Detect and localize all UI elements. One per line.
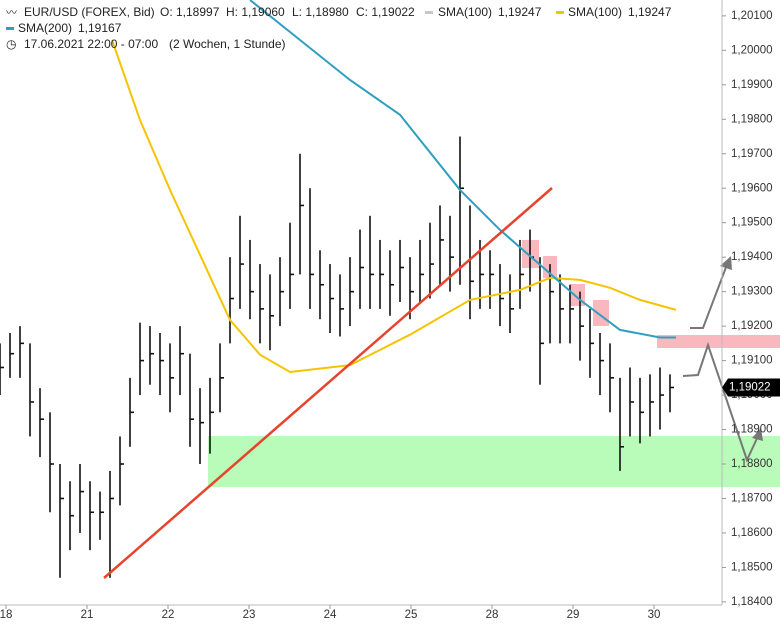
x-tick-label: 24 bbox=[324, 609, 337, 621]
x-tick-label: 28 bbox=[486, 609, 499, 621]
y-tick-label: 1,19400 bbox=[731, 251, 773, 263]
sma-line bbox=[111, 39, 677, 374]
scenario-arrow bbox=[690, 261, 729, 329]
legend-value: 1,19167 bbox=[78, 21, 122, 35]
scenario-arrow bbox=[682, 341, 760, 463]
resistance-zone bbox=[657, 335, 780, 348]
x-tick-label: 22 bbox=[162, 609, 175, 621]
indicator-value: 1,19247 bbox=[498, 5, 542, 19]
support-zone bbox=[208, 436, 780, 487]
x-tick-label: 18 bbox=[0, 609, 12, 621]
y-tick-label: 1,18800 bbox=[731, 458, 773, 470]
price-tag bbox=[722, 378, 780, 397]
header: 〰 EUR/USD (FOREX, Bid) O: 1,18997 H: 1,1… bbox=[6, 5, 542, 51]
plot-area bbox=[0, 0, 677, 578]
y-tick-label: 1,18600 bbox=[731, 527, 773, 539]
y-tick-label: 1,18400 bbox=[731, 596, 773, 608]
x-tick-label: 25 bbox=[405, 609, 418, 621]
y-tick-label: 1,19700 bbox=[731, 148, 773, 160]
ohlc-label: L: 1,18980 bbox=[292, 5, 349, 19]
chart-title: EUR/USD (FOREX, Bid) bbox=[24, 5, 155, 19]
subtitle: 17.06.2021 22:00 - 07:00 bbox=[24, 37, 158, 51]
legend-name: SMA(100) bbox=[568, 5, 622, 19]
x-tick-label: 23 bbox=[243, 609, 256, 621]
y-tick-label: 1,19900 bbox=[731, 79, 773, 91]
ohlc-label: O: 1,18997 bbox=[160, 5, 220, 19]
legend-swatch bbox=[425, 11, 433, 14]
y-tick-label: 1,18900 bbox=[731, 424, 773, 436]
trend-line bbox=[103, 187, 553, 579]
clock-icon: ◷ bbox=[6, 37, 16, 51]
chart-icon: 〰 bbox=[6, 7, 17, 19]
arrow-head bbox=[720, 256, 732, 270]
ohlc-label: C: 1,19022 bbox=[356, 5, 415, 19]
legend-swatch bbox=[556, 11, 564, 14]
y-tick-label: 1,20100 bbox=[731, 10, 773, 22]
y-tick-label: 1,20000 bbox=[731, 44, 773, 56]
y-tick-label: 1,19500 bbox=[731, 217, 773, 229]
indicator-name: SMA(100) bbox=[438, 5, 492, 19]
x-tick-label: 30 bbox=[648, 609, 661, 621]
y-tick-label: 1,19200 bbox=[731, 320, 773, 332]
x-tick-label: 21 bbox=[81, 609, 94, 621]
legend-swatch bbox=[6, 27, 14, 30]
sma-line bbox=[249, 0, 676, 339]
resistance-box bbox=[593, 300, 609, 326]
y-tick-label: 1,18500 bbox=[731, 561, 773, 573]
y-tick-label: 1,19300 bbox=[731, 286, 773, 298]
legend-name: SMA(200) bbox=[18, 21, 72, 35]
ohlc-label: H: 1,19060 bbox=[226, 5, 285, 19]
drawings bbox=[103, 187, 763, 579]
y-tick-label: 1,19600 bbox=[731, 182, 773, 194]
legend-value: 1,19247 bbox=[628, 5, 672, 19]
price-tag-label: 1,19022 bbox=[729, 382, 771, 394]
y-tick-label: 1,19100 bbox=[731, 355, 773, 367]
y-tick-label: 1,19800 bbox=[731, 113, 773, 125]
period: (2 Wochen, 1 Stunde) bbox=[169, 37, 286, 51]
x-tick-label: 29 bbox=[567, 609, 580, 621]
y-tick-label: 1,18700 bbox=[731, 493, 773, 505]
arrow-head bbox=[752, 428, 763, 441]
annotations bbox=[208, 240, 780, 487]
